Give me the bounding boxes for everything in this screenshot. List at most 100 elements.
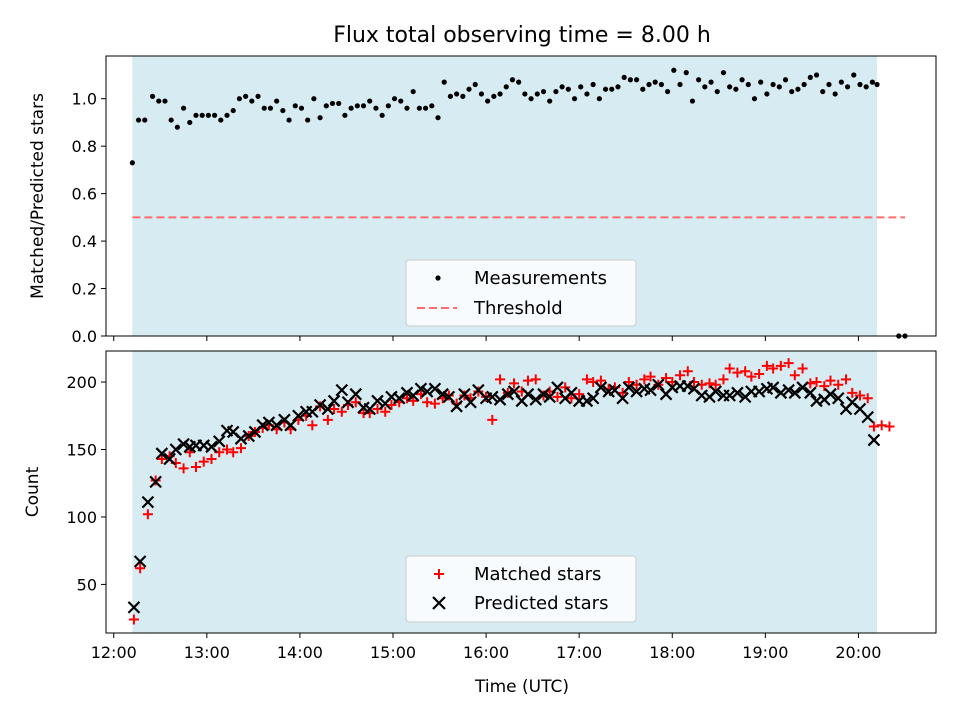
measurement-point [874, 81, 880, 88]
matched-star-point [422, 397, 433, 408]
measurement-point [665, 88, 671, 95]
measurement-point [509, 77, 516, 83]
y-tick-label: 100 [66, 508, 97, 527]
x-axis-label: Time (UTC) [474, 677, 569, 697]
measurement-point [559, 84, 565, 90]
measurement-point [565, 86, 571, 92]
matched-star-point [156, 453, 167, 464]
matched-star-point [235, 443, 246, 454]
measurement-point [156, 98, 162, 104]
measurement-point [584, 91, 590, 97]
matched-star-point [336, 406, 347, 417]
measurement-point [336, 100, 342, 107]
predicted-star-point [543, 390, 556, 404]
measurement-point [497, 91, 503, 97]
measurement-points [129, 67, 908, 339]
matched-star-point [761, 360, 772, 371]
y-tick-label: 0.6 [72, 185, 97, 204]
matched-star-point [495, 374, 506, 385]
measurement-point [429, 103, 435, 109]
measurement-point [652, 79, 658, 85]
predicted-star-point [782, 383, 795, 397]
measurement-point [751, 96, 758, 102]
bottom-plot-frame [105, 350, 937, 634]
predicted-star-points [127, 378, 881, 614]
legend-threshold-label: Threshold [473, 298, 563, 319]
measurement-point [590, 81, 596, 88]
matched-star-point [135, 563, 146, 574]
predicted-star-point [284, 418, 297, 432]
predicted-star-point [731, 386, 744, 400]
measurement-point [367, 98, 373, 104]
y-tick-label: 0.4 [72, 232, 97, 251]
predicted-star-point [594, 381, 608, 394]
matched-star-point [190, 462, 201, 473]
predicted-star-point [155, 447, 169, 460]
matched-star-point [854, 390, 865, 401]
measurement-point [609, 86, 615, 92]
predicted-star-point [335, 383, 349, 397]
measurement-point [280, 107, 286, 114]
measurement-point [547, 98, 553, 104]
predicted-star-point [551, 381, 564, 394]
measurement-point [702, 84, 708, 90]
matched-star-point [581, 374, 592, 385]
measurement-point [863, 84, 869, 90]
measurement-point [142, 117, 148, 123]
measurement-point [733, 86, 739, 92]
x-tick-label: 12:00 [91, 643, 137, 662]
measurement-point [851, 72, 857, 78]
measurement-point [683, 70, 689, 76]
measurement-point [323, 103, 329, 109]
x-tick-label: 14:00 [277, 643, 323, 662]
bottom-legend: Matched stars Predicted stars [405, 555, 637, 623]
measurement-point [404, 105, 410, 111]
predicted-star-point [723, 389, 736, 402]
measurement-point [311, 96, 317, 102]
measurement-point [129, 160, 135, 166]
measurement-point [416, 105, 422, 111]
measurement-point [230, 107, 236, 114]
measurement-point [329, 100, 336, 107]
predicted-star-point [616, 391, 629, 405]
matched-star-point [560, 382, 571, 393]
measurement-point [820, 88, 826, 95]
predicted-star-point [169, 443, 183, 456]
measurement-point [348, 105, 354, 111]
measurement-point [696, 77, 702, 83]
measurement-point [261, 105, 267, 111]
predicted-star-point [256, 418, 269, 432]
predicted-star-point [709, 385, 722, 398]
measurement-point [727, 84, 733, 90]
measurement-point [162, 98, 168, 104]
predicted-star-point [127, 601, 141, 614]
matched-star-point [530, 374, 541, 385]
measurement-point [534, 91, 540, 97]
measurement-point [199, 112, 205, 118]
measurement-point [503, 84, 509, 90]
measurement-point [782, 77, 789, 83]
bottom-x-ticks: 12:00 13:00 14:00 15:00 16:00 17:00 18:00 19:00… [91, 633, 881, 662]
measurement-point [224, 112, 230, 118]
measurement-point [485, 98, 491, 104]
measurement-point [658, 81, 665, 88]
matched-star-point [429, 398, 440, 409]
predicted-star-point [521, 387, 535, 401]
measurement-point [801, 81, 807, 88]
measurement-point [795, 86, 801, 92]
predicted-star-point [501, 387, 515, 401]
top-y-ticks: 0.0 0.2 0.4 0.6 0.8 1.0 [72, 90, 106, 346]
predicted-star-point [321, 402, 335, 416]
measurement-point [218, 117, 224, 123]
matched-star-point [841, 374, 852, 385]
matched-star-point [639, 374, 650, 385]
predicted-star-point [752, 385, 766, 398]
predicted-star-point [392, 391, 406, 405]
predicted-star-point [861, 410, 875, 424]
predicted-star-point [292, 409, 305, 423]
matched-star-point [884, 421, 895, 432]
top-legend-box [405, 259, 637, 327]
measurement-point [379, 112, 385, 118]
measurement-point [522, 91, 528, 97]
legend-plus-icon [434, 569, 444, 579]
